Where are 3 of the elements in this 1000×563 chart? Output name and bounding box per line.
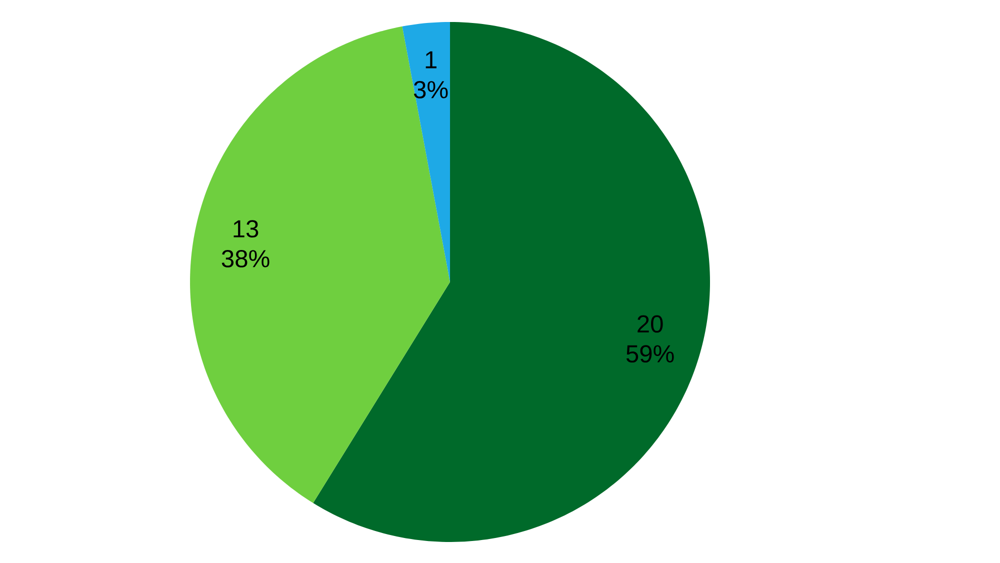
data-label: 20 59% bbox=[626, 315, 674, 363]
data-label: 13 38% bbox=[222, 220, 270, 268]
data-label: 1 3% bbox=[414, 51, 448, 98]
